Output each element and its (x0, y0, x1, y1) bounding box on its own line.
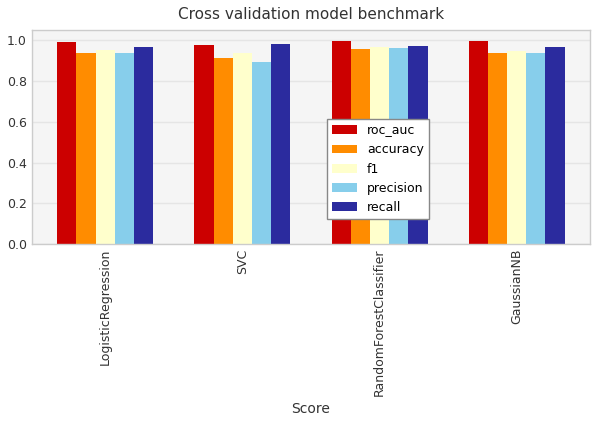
Bar (214, 58, 233, 244)
Bar (527, 53, 546, 244)
Bar (195, 45, 214, 244)
Legend: roc_auc, accuracy, f1, precision, recall: roc_auc, accuracy, f1, precision, recall (327, 119, 429, 219)
Bar (76, 53, 96, 244)
Bar (350, 49, 370, 244)
Bar (408, 46, 427, 244)
Bar (389, 48, 408, 244)
Bar (252, 62, 271, 244)
Bar (488, 53, 507, 244)
Bar (115, 53, 134, 244)
X-axis label: Score: Score (291, 402, 330, 416)
Bar (134, 47, 153, 244)
Bar (469, 41, 488, 244)
Bar (507, 51, 527, 244)
Bar (96, 50, 115, 244)
Bar (233, 53, 252, 244)
Title: Cross validation model benchmark: Cross validation model benchmark (178, 7, 444, 22)
Bar (546, 47, 565, 244)
Bar (331, 41, 350, 244)
Bar (271, 44, 290, 244)
Bar (57, 42, 76, 244)
Bar (370, 47, 389, 244)
